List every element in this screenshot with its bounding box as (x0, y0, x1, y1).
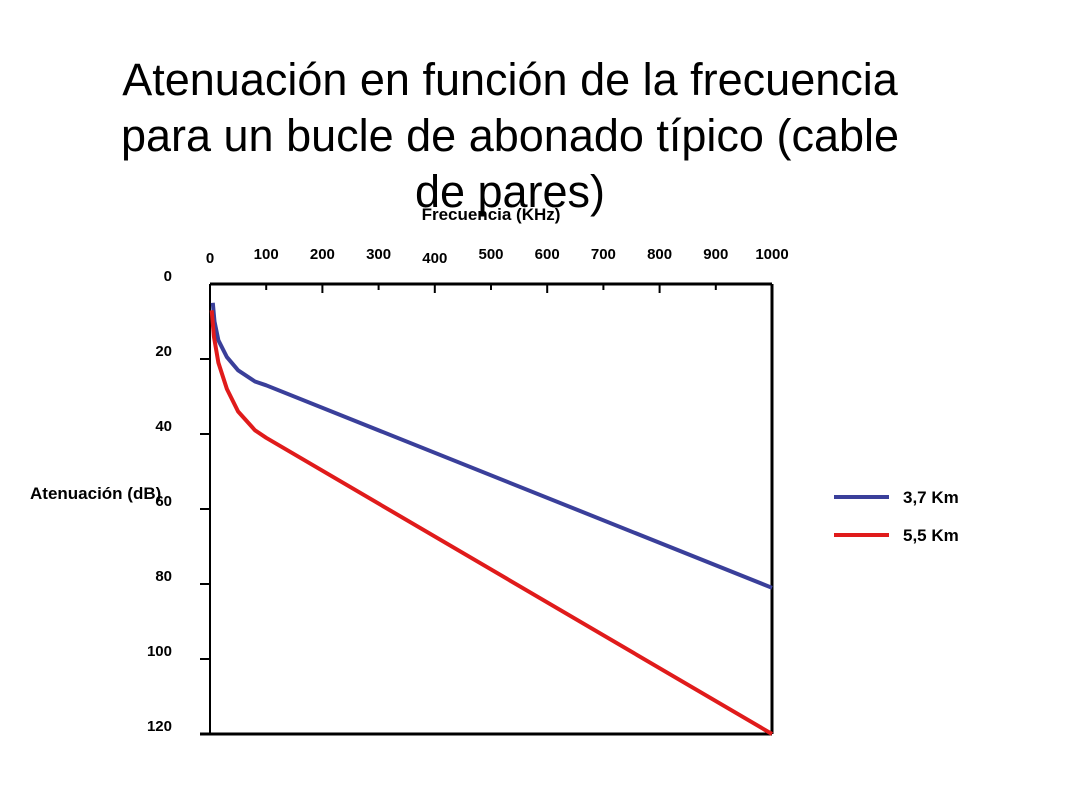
y-tick-label: 20 (155, 343, 172, 360)
y-tick-label: 120 (147, 718, 172, 735)
x-axis-title: Frecuencia (KHz) (422, 205, 561, 224)
x-tick-label: 1000 (755, 246, 788, 263)
y-axis-title: Atenuación (dB) (30, 484, 161, 503)
y-tick-label: 40 (155, 418, 172, 435)
y-tick-label: 80 (155, 568, 172, 585)
chart-title: Atenuación en función de la frecuencia p… (0, 52, 1020, 220)
chart-title-line-3: de pares) (414, 166, 606, 217)
legend-label: 3,7 Km (903, 488, 959, 507)
x-tick-label: 900 (703, 246, 728, 263)
x-tick-label: 700 (591, 246, 616, 263)
chart-title-line-1: Atenuación en función de la frecuencia (122, 54, 898, 105)
x-tick-label: 100 (254, 246, 279, 263)
legend-label: 5,5 Km (903, 526, 959, 545)
series-line (210, 302, 773, 590)
y-tick-label: 60 (155, 493, 172, 510)
y-tick-label: 100 (147, 643, 172, 660)
chart-title-line-2: para un bucle de abonado típico (cable (120, 110, 900, 161)
x-tick-label: 600 (535, 246, 560, 263)
x-tick-label: 400 (422, 250, 447, 267)
plot-frame (210, 284, 772, 734)
x-tick-label: 0 (206, 250, 214, 267)
x-tick-label: 500 (478, 246, 503, 263)
x-tick-label: 300 (366, 246, 391, 263)
y-tick-label: 0 (164, 268, 172, 285)
x-tick-label: 800 (647, 246, 672, 263)
series-line (209, 310, 774, 736)
x-tick-label: 200 (310, 246, 335, 263)
legend: 3,7 Km 5,5 Km (834, 488, 959, 545)
